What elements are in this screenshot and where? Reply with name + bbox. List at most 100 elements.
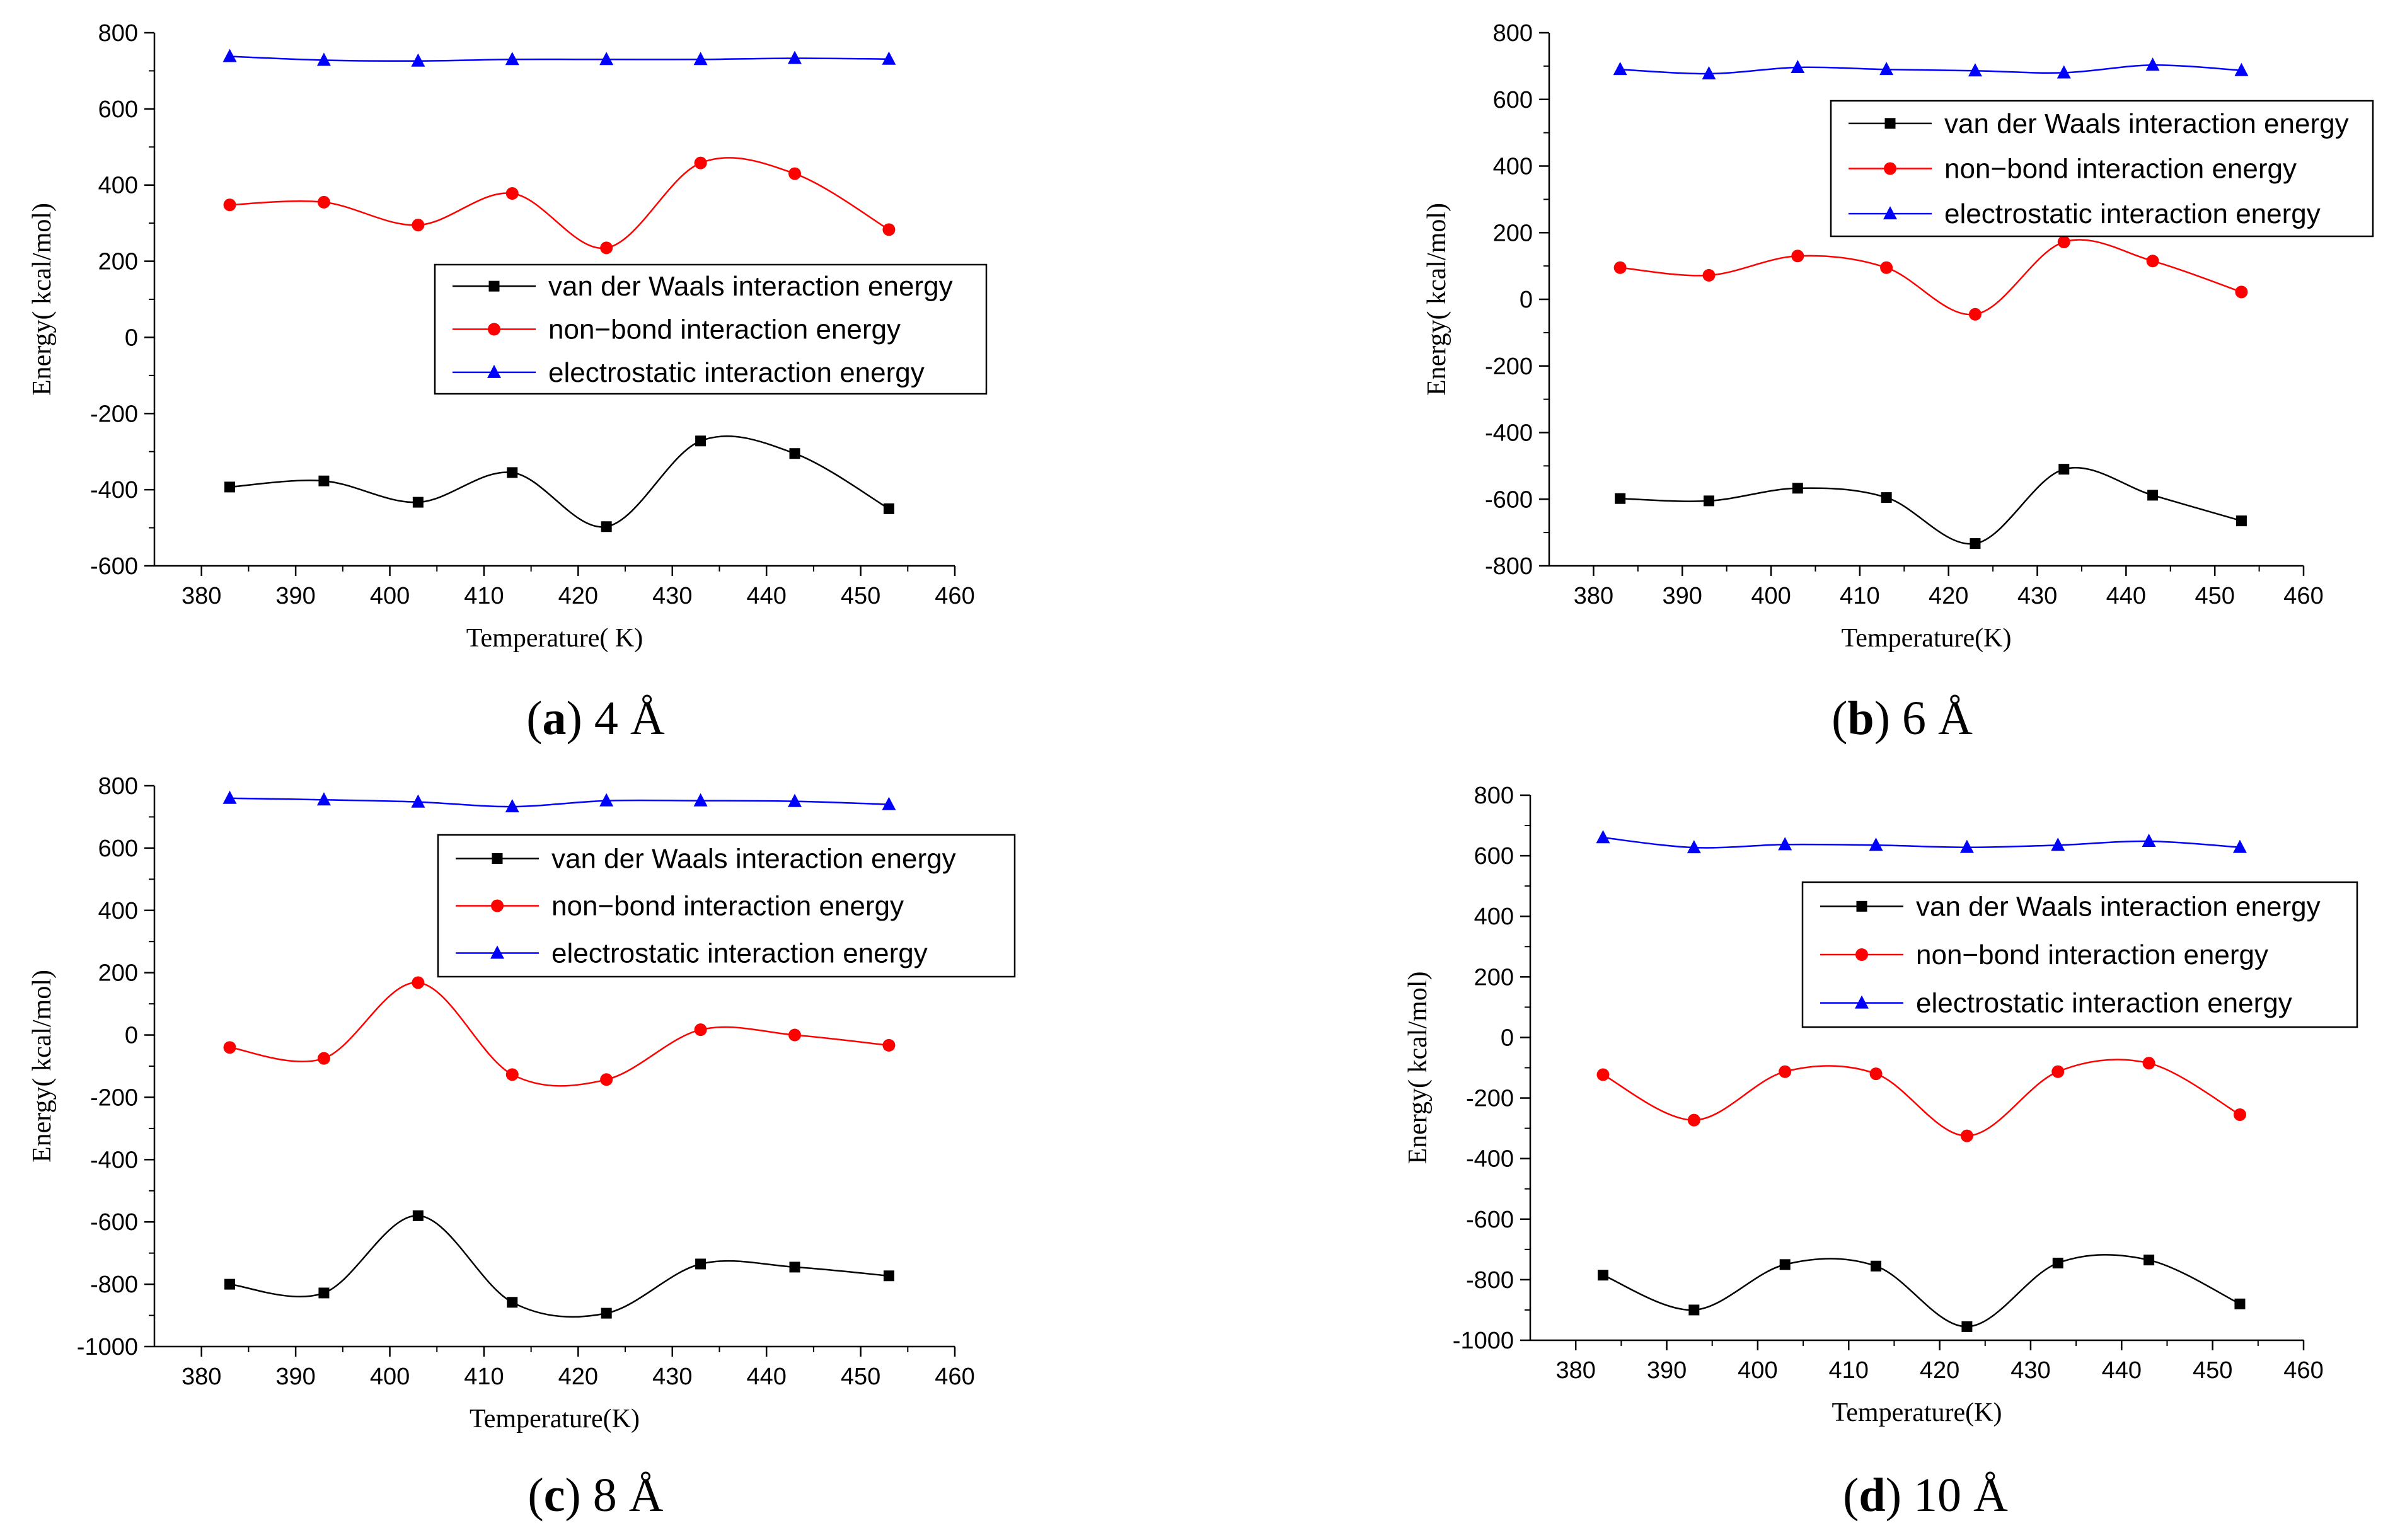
x-tick-label: 430: [2017, 583, 2057, 609]
data-point: [1791, 250, 1804, 263]
y-tick-label: -400: [1485, 420, 1533, 447]
y-tick-label: -400: [90, 1147, 138, 1173]
legend-label: electrostatic interaction energy: [1916, 988, 2292, 1019]
y-tick-label: 0: [1520, 287, 1533, 313]
data-point: [2058, 464, 2070, 475]
data-point: [505, 799, 519, 813]
data-point: [222, 790, 237, 804]
legend-label: non−bond interaction energy: [1944, 154, 2297, 185]
y-tick-label: 600: [98, 836, 138, 862]
legend-marker: [1884, 118, 1896, 129]
series-line: [229, 797, 889, 808]
data-point: [318, 1287, 330, 1299]
series-line: [229, 55, 889, 62]
data-point: [412, 497, 424, 508]
legend-marker: [1884, 162, 1896, 175]
y-tick-label: 800: [1493, 20, 1533, 47]
y-tick-label: -600: [90, 553, 138, 580]
data-point: [317, 1052, 330, 1065]
y-axis-label: Energy( kcal/mol): [1404, 972, 1433, 1164]
data-point: [2142, 834, 2156, 848]
data-point: [1687, 840, 1701, 854]
data-point: [2052, 1257, 2063, 1268]
y-tick-label: -800: [1466, 1267, 1514, 1294]
data-point: [2147, 490, 2159, 501]
data-point: [1869, 1067, 1883, 1081]
legend-marker: [488, 323, 500, 336]
y-tick-label: -1000: [77, 1334, 138, 1360]
data-point: [2232, 839, 2247, 853]
data-point: [1702, 268, 1716, 282]
data-point: [1779, 1065, 1792, 1078]
data-point: [1613, 62, 1627, 76]
x-tick-label: 390: [275, 1364, 315, 1390]
legend-label: non−bond interaction energy: [1916, 940, 2268, 970]
y-tick-label: -400: [1466, 1146, 1514, 1173]
data-point: [507, 1297, 518, 1308]
y-tick-label: -600: [90, 1209, 138, 1236]
x-tick-label: 450: [2195, 583, 2234, 609]
x-axis-label: Temperature(K): [1842, 624, 2012, 653]
legend-label: electrostatic interaction energy: [548, 357, 925, 388]
legend-marker: [1856, 900, 1867, 912]
x-tick-label: 390: [1663, 583, 1702, 609]
data-point: [882, 51, 896, 65]
data-point: [411, 794, 425, 808]
data-point: [788, 167, 801, 180]
x-tick-label: 430: [652, 583, 692, 609]
data-point: [2235, 285, 2248, 299]
x-tick-label: 380: [182, 583, 221, 609]
legend-label: van der Waals interaction energy: [548, 271, 953, 302]
x-axis-label: Temperature(K): [470, 1405, 640, 1434]
x-tick-label: 410: [1840, 583, 1879, 609]
x-tick-label: 390: [275, 583, 315, 609]
x-tick-label: 420: [1929, 583, 1968, 609]
y-tick-label: 600: [1493, 87, 1533, 113]
data-point: [223, 198, 236, 212]
y-tick-label: 200: [1474, 964, 1514, 991]
legend-marker: [1855, 995, 1869, 1009]
legend-label: electrostatic interaction energy: [551, 938, 928, 969]
data-point: [1968, 63, 1982, 77]
data-point: [1869, 837, 1883, 851]
x-tick-label: 380: [1574, 583, 1613, 609]
data-point: [1688, 1304, 1700, 1316]
data-point: [2146, 255, 2159, 268]
series-0: [224, 1210, 894, 1319]
x-tick-label: 460: [935, 583, 974, 609]
data-point: [1871, 1260, 1882, 1272]
series-2: [222, 790, 896, 813]
data-point: [2051, 837, 2065, 851]
data-point: [1960, 1129, 1973, 1142]
y-tick-label: -600: [1485, 486, 1533, 513]
y-tick-label: -200: [1485, 353, 1533, 380]
data-point: [1702, 66, 1716, 80]
y-tick-label: 800: [98, 20, 138, 47]
legend-marker: [491, 899, 504, 912]
series-0: [224, 435, 894, 532]
data-point: [1970, 538, 1981, 549]
data-point: [789, 1261, 800, 1273]
x-tick-label: 410: [464, 583, 504, 609]
y-tick-label: 200: [1493, 220, 1533, 246]
data-point: [1961, 1321, 1973, 1332]
data-point: [1792, 483, 1803, 494]
series-line: [1603, 837, 2241, 849]
x-tick-label: 440: [746, 1364, 786, 1390]
data-point: [694, 156, 707, 170]
series-2: [222, 49, 896, 67]
legend: van der Waals interaction energy non−bond…: [1830, 100, 2374, 238]
series-2: [1596, 830, 2247, 854]
data-point: [1880, 261, 1893, 274]
data-point: [693, 793, 708, 807]
data-point: [788, 793, 802, 807]
x-tick-label: 460: [2283, 1357, 2323, 1384]
legend-label: van der Waals interaction energy: [1916, 891, 2321, 922]
x-tick-label: 450: [2193, 1357, 2232, 1384]
y-tick-label: -200: [90, 1084, 138, 1111]
x-tick-label: 410: [1829, 1357, 1869, 1384]
x-tick-label: 400: [1751, 583, 1791, 609]
data-point: [412, 976, 425, 989]
chart-panel-b: 380 390 400 410 420 430 440 450 460 -800 -600 -400 -…: [1422, 20, 2374, 745]
